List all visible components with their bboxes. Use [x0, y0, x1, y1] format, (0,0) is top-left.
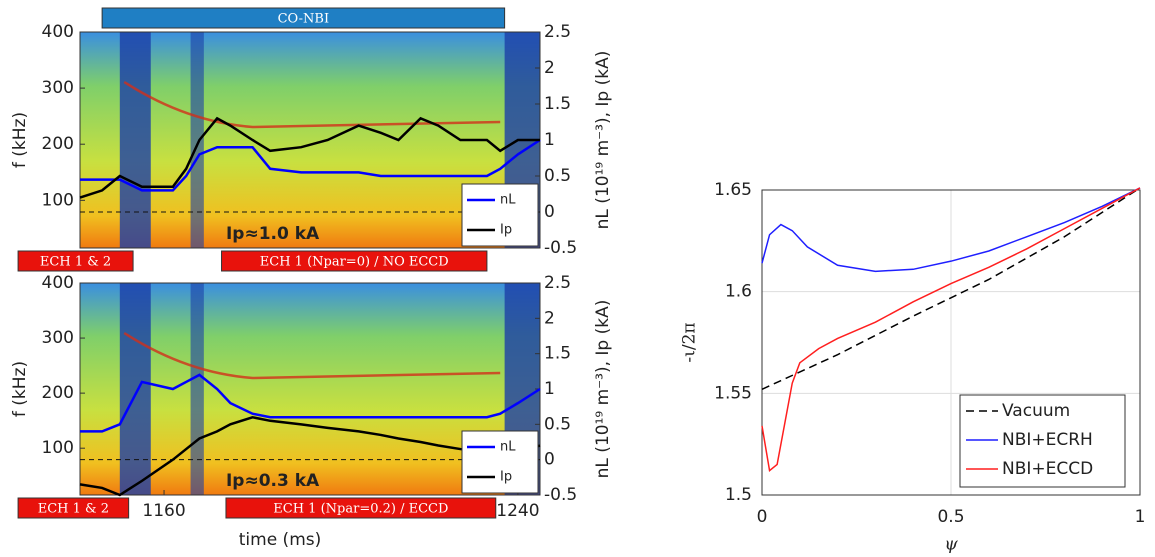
series-line [79, 116, 540, 199]
y2-axis-label: nL (10¹⁹ m⁻³), Ip (kA) [593, 300, 613, 479]
event-label: ECH 1 (Npar=0.2) / ECCD [273, 502, 448, 517]
event-label: ECH 1 (Npar=0) / NO ECCD [260, 255, 449, 270]
y2-tick-label: 1 [544, 130, 555, 150]
legend-box [461, 183, 539, 247]
x-tick-label: 1160 [142, 501, 185, 521]
y2-tick-label: 1.5 [544, 94, 571, 114]
y-tick-label: 100 [42, 438, 74, 458]
event-bar [17, 497, 130, 519]
legend-label: Vacuum [1002, 401, 1070, 421]
y2-tick-label: 0 [544, 202, 555, 222]
y2-tick-label: 2 [544, 308, 555, 328]
event-label: CO-NBI [278, 12, 330, 27]
y2-tick-label: 2.5 [544, 22, 571, 42]
x-tick-label: 1240 [496, 501, 539, 521]
spectrogram-mode [123, 331, 501, 380]
spectrogram-region [190, 283, 204, 495]
y-tick-label: 400 [42, 22, 74, 42]
legend-label: Ip [500, 223, 512, 238]
y2-tick-label: 1 [544, 379, 555, 399]
series-line [80, 373, 541, 433]
event-bar [221, 250, 488, 272]
legend-label: NBI+ECRH [1002, 430, 1093, 450]
event-bar [225, 497, 497, 519]
y-tick-label: 200 [42, 134, 74, 154]
legend-box [959, 394, 1126, 488]
y-axis-label: f (kHz) [10, 112, 30, 168]
y-tick-label: 1.55 [714, 383, 752, 403]
x-axis-label: ψ [944, 535, 958, 555]
series-line [761, 187, 1141, 273]
y-tick-label: 1.6 [725, 282, 752, 302]
y2-tick-label: 2.5 [544, 273, 571, 293]
y-tick-label: 100 [42, 190, 74, 210]
spectrogram-region [119, 283, 151, 495]
annotation: Ip≈0.3 kA [226, 471, 320, 491]
y-tick-label: 300 [42, 328, 74, 348]
x-tick-label: 1 [1135, 507, 1146, 527]
plot-frame [761, 189, 1141, 496]
event-label: ECH 1 & 2 [40, 255, 111, 270]
y2-tick-label: 0.5 [544, 414, 571, 434]
series-line [80, 138, 541, 192]
y2-tick-label: -0.5 [544, 238, 577, 258]
y-tick-label: 400 [42, 273, 74, 293]
series-line [761, 187, 1141, 390]
legend-box [461, 430, 539, 494]
y-tick-label: 300 [42, 78, 74, 98]
legend-label: nL [500, 193, 516, 208]
spectrogram-region [119, 32, 151, 248]
x-tick-label: 0 [757, 507, 768, 527]
y2-tick-label: 0 [544, 450, 555, 470]
annotation: Ip≈1.0 kA [226, 224, 320, 244]
legend-label: Ip [500, 470, 512, 485]
legend-label: NBI+ECCD [1002, 459, 1093, 479]
series-line [761, 187, 1141, 472]
y2-tick-label: -0.5 [544, 485, 577, 505]
y-tick-label: 1.65 [714, 180, 752, 200]
y2-tick-label: 1.5 [544, 344, 571, 364]
event-label: ECH 1 & 2 [38, 502, 109, 517]
spectrogram-mode [123, 80, 501, 129]
y-axis-label: f (kHz) [10, 361, 30, 417]
y-axis-label: -ι/2π [680, 322, 700, 362]
y2-tick-label: 2 [544, 58, 555, 78]
x-axis-label: time (ms) [239, 530, 322, 550]
y2-axis-label: nL (10¹⁹ m⁻³), Ip (kA) [593, 51, 613, 230]
event-bar [101, 7, 506, 29]
legend-label: nL [500, 440, 516, 455]
spectrogram-region [190, 32, 204, 248]
event-bar [17, 250, 134, 272]
y-tick-label: 200 [42, 383, 74, 403]
y2-tick-label: 0.5 [544, 166, 571, 186]
y-tick-label: 1.5 [725, 485, 752, 505]
x-tick-label: 0.5 [937, 507, 964, 527]
